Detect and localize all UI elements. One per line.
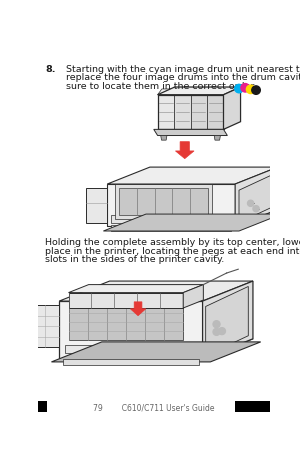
Circle shape xyxy=(213,321,220,328)
Polygon shape xyxy=(32,305,59,348)
Circle shape xyxy=(241,84,250,93)
Polygon shape xyxy=(38,401,47,412)
Polygon shape xyxy=(190,95,207,130)
Polygon shape xyxy=(59,339,253,359)
Polygon shape xyxy=(107,210,278,227)
Circle shape xyxy=(246,86,255,94)
Polygon shape xyxy=(235,401,270,412)
Circle shape xyxy=(218,328,225,335)
Text: place in the printer, locating the pegs at each end into their: place in the printer, locating the pegs … xyxy=(45,246,300,255)
Circle shape xyxy=(252,87,260,95)
Circle shape xyxy=(213,329,220,336)
Polygon shape xyxy=(183,285,203,308)
Circle shape xyxy=(235,85,243,94)
Polygon shape xyxy=(202,282,253,359)
Text: 8.: 8. xyxy=(45,65,56,74)
Circle shape xyxy=(253,206,259,213)
Polygon shape xyxy=(130,302,146,316)
Polygon shape xyxy=(158,90,178,95)
Text: replace the four image drums into the drum cavity, making: replace the four image drums into the dr… xyxy=(66,73,300,82)
Polygon shape xyxy=(224,88,241,130)
Polygon shape xyxy=(206,287,248,356)
Polygon shape xyxy=(158,88,241,95)
Polygon shape xyxy=(115,185,212,219)
Polygon shape xyxy=(68,285,203,293)
Polygon shape xyxy=(235,168,278,227)
Polygon shape xyxy=(85,188,107,223)
Polygon shape xyxy=(111,225,231,232)
Polygon shape xyxy=(190,90,211,95)
Text: Holding the complete assembly by its top center, lower it into: Holding the complete assembly by its top… xyxy=(45,238,300,247)
Polygon shape xyxy=(176,143,194,159)
Text: Starting with the cyan image drum unit nearest the fuser,: Starting with the cyan image drum unit n… xyxy=(66,65,300,74)
Polygon shape xyxy=(103,215,282,232)
Polygon shape xyxy=(63,359,199,365)
Polygon shape xyxy=(107,168,278,185)
Polygon shape xyxy=(59,282,253,301)
Polygon shape xyxy=(239,174,275,223)
Polygon shape xyxy=(59,301,202,359)
Polygon shape xyxy=(52,342,261,362)
Polygon shape xyxy=(214,136,220,141)
Polygon shape xyxy=(65,345,197,353)
Polygon shape xyxy=(111,215,231,223)
Text: slots in the sides of the printer cavity.: slots in the sides of the printer cavity… xyxy=(45,255,224,263)
Polygon shape xyxy=(161,136,167,141)
Text: 79        C610/C711 User's Guide: 79 C610/C711 User's Guide xyxy=(93,403,214,412)
Polygon shape xyxy=(68,304,183,340)
Polygon shape xyxy=(174,90,195,95)
Polygon shape xyxy=(154,130,227,136)
Polygon shape xyxy=(158,95,174,130)
Text: sure to locate them in the correct order.: sure to locate them in the correct order… xyxy=(66,81,257,91)
Polygon shape xyxy=(107,185,235,227)
Circle shape xyxy=(248,201,254,207)
Polygon shape xyxy=(207,90,228,95)
Polygon shape xyxy=(174,95,190,130)
Polygon shape xyxy=(119,188,208,215)
Polygon shape xyxy=(68,293,183,308)
Polygon shape xyxy=(207,95,224,130)
